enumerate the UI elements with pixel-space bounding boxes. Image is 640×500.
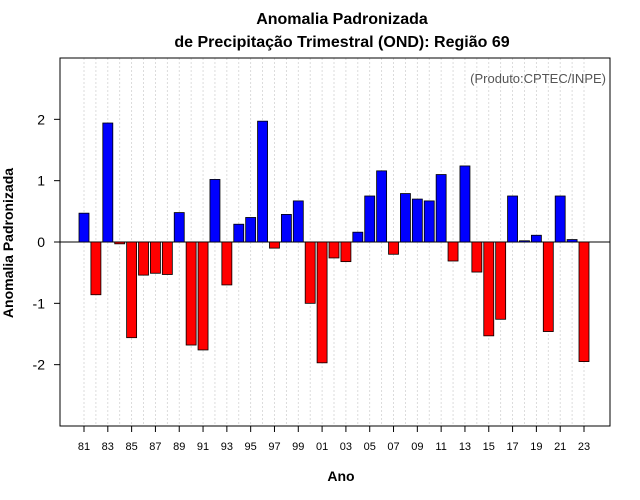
x-tick-label: 15 <box>483 441 495 453</box>
x-tick-label: 97 <box>268 441 280 453</box>
bar-88 <box>161 241 173 275</box>
y-tick-label: 0 <box>37 234 45 250</box>
bar-15 <box>483 241 495 337</box>
bar-86 <box>138 241 149 276</box>
x-tick-label: 87 <box>149 441 161 453</box>
x-tick-label: 85 <box>125 441 137 453</box>
x-tick-label: 91 <box>197 441 209 453</box>
bar-23 <box>578 241 590 362</box>
bar-04 <box>352 231 364 243</box>
x-tick-label: 03 <box>340 441 352 453</box>
x-tick-label: 01 <box>316 441 328 453</box>
x-axis-ticks: 81 83 85 87 89 91 93 95 97 99 01 03 05 07 09 11 13 15 17 19… <box>78 426 590 453</box>
x-tick-label: 13 <box>459 441 471 453</box>
bar-93 <box>221 241 233 286</box>
x-tick-label: 81 <box>78 441 90 453</box>
bar-84 <box>114 241 126 245</box>
bar-19 <box>530 234 542 243</box>
y-axis-ticks: -2 -1 0 1 2 <box>33 111 60 373</box>
x-tick-label: 93 <box>221 441 233 453</box>
x-tick-label: 23 <box>578 441 590 453</box>
bar-13 <box>459 165 471 243</box>
bar-87 <box>150 241 161 274</box>
bar-06 <box>376 170 388 243</box>
x-axis-label: Ano <box>327 468 354 484</box>
bar-07 <box>388 241 399 255</box>
x-tick-label: 19 <box>530 441 542 453</box>
bar-10 <box>423 200 435 243</box>
x-tick-label: 89 <box>173 441 185 453</box>
bar-17 <box>507 195 518 243</box>
bar-92 <box>209 179 221 243</box>
x-tick-label: 99 <box>292 441 304 453</box>
bar-03 <box>340 241 352 263</box>
chart-title-line2: de Precipitação Trimestral (OND): Região… <box>174 34 509 51</box>
bar-89 <box>173 212 185 243</box>
bar-09 <box>411 198 423 243</box>
x-tick-label: 05 <box>364 441 376 453</box>
bar-12 <box>447 241 459 262</box>
bar-16 <box>495 241 507 320</box>
x-tick-label: 95 <box>245 441 257 453</box>
bar-14 <box>471 241 483 273</box>
bar-22 <box>566 239 578 243</box>
bar-05 <box>364 195 376 243</box>
y-tick-label: 2 <box>37 111 45 127</box>
bar-82 <box>90 241 102 296</box>
x-tick-label: 21 <box>554 441 566 453</box>
x-tick-label: 07 <box>387 441 399 453</box>
bar-97 <box>269 241 280 249</box>
bar-11 <box>435 174 447 243</box>
credit-label: (Produto:CPTEC/INPE) <box>470 71 606 86</box>
bar-85 <box>126 241 138 339</box>
bar-96 <box>257 120 268 243</box>
bar-20 <box>542 241 554 332</box>
x-tick-label: 09 <box>411 441 423 453</box>
bar-91 <box>197 241 209 351</box>
bars <box>78 120 590 364</box>
x-tick-label: 17 <box>506 441 518 453</box>
chart-title-line1: Anomalia Padronizada <box>256 11 428 28</box>
bar-01 <box>316 241 328 364</box>
x-tick-label: 83 <box>102 441 114 453</box>
bar-83 <box>102 122 114 243</box>
bar-02 <box>328 241 340 259</box>
bar-98 <box>280 213 292 243</box>
bar-90 <box>185 241 197 346</box>
bar-95 <box>245 217 257 243</box>
x-tick-label: 11 <box>435 441 446 453</box>
bar-21 <box>554 195 566 243</box>
bar-00 <box>304 241 316 304</box>
bar-94 <box>233 223 245 243</box>
y-tick-label: -2 <box>33 357 46 373</box>
y-tick-label: 1 <box>37 173 45 189</box>
bar-99 <box>292 200 304 243</box>
y-tick-label: -1 <box>33 295 46 311</box>
bar-18 <box>519 240 530 243</box>
y-axis-label: Anomalia Padronizada <box>0 168 16 318</box>
bar-81 <box>78 212 90 243</box>
bar-08 <box>400 193 411 243</box>
